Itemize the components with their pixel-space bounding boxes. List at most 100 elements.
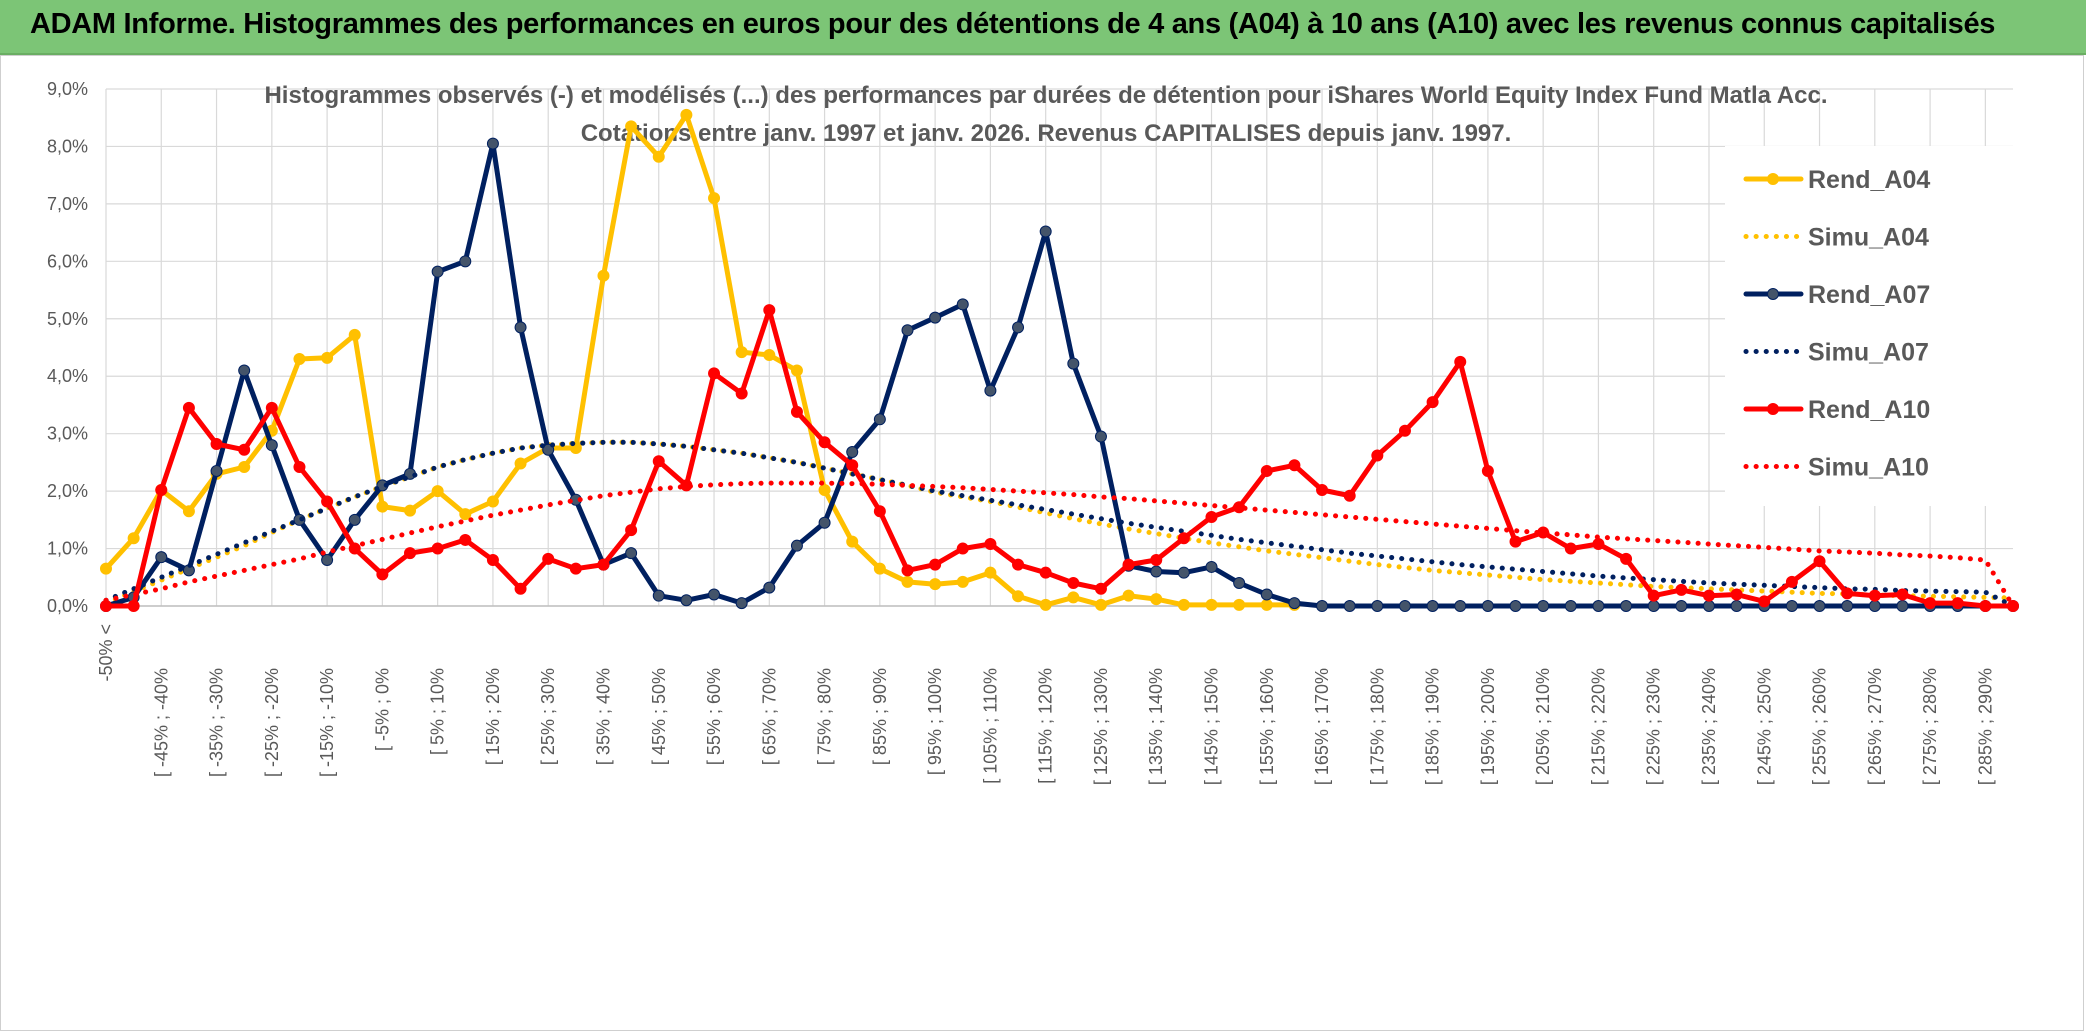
y-tick-label: 5,0% — [47, 309, 88, 329]
x-tick-label: [ 285% ; 290% — [1975, 668, 1995, 785]
data-point — [1288, 459, 1301, 472]
data-point — [901, 575, 914, 588]
data-point — [1620, 552, 1633, 565]
data-point — [542, 552, 555, 565]
data-point — [321, 495, 334, 508]
data-point — [1260, 588, 1273, 601]
data-point — [431, 485, 444, 498]
data-point — [1509, 535, 1522, 548]
data-point — [625, 547, 638, 560]
data-point — [1730, 600, 1743, 612]
legend-label: Rend_A07 — [1808, 281, 1930, 309]
x-tick-label: [ 155% ; 160% — [1257, 668, 1277, 785]
data-point — [210, 438, 223, 451]
legend-item: Simu_A04 — [1743, 224, 1929, 252]
data-point — [708, 367, 721, 380]
data-point — [514, 457, 527, 470]
data-point — [293, 352, 306, 365]
series-line — [103, 141, 2016, 609]
data-point — [597, 269, 610, 282]
data-point — [1537, 600, 1550, 612]
data-point — [1785, 600, 1798, 612]
data-point — [1012, 321, 1025, 334]
x-tick-label: [ 125% ; 130% — [1091, 668, 1111, 785]
data-point — [321, 351, 334, 364]
data-point — [155, 551, 168, 564]
data-point — [265, 401, 278, 414]
y-tick-label: 0,0% — [47, 596, 88, 616]
data-point — [1841, 600, 1854, 612]
data-point — [735, 387, 748, 400]
data-point — [1454, 600, 1467, 612]
x-tick-label: [ 35% ; 40% — [593, 668, 613, 765]
data-point — [431, 265, 444, 278]
data-point — [1177, 566, 1190, 579]
legend-marker — [1767, 288, 1779, 300]
data-point — [1122, 558, 1135, 571]
legend-label: Rend_A10 — [1808, 396, 1930, 424]
data-point — [1979, 600, 1992, 612]
x-tick-label: [ 175% ; 180% — [1367, 668, 1387, 785]
data-point — [404, 547, 417, 560]
y-tick-label: 6,0% — [47, 251, 88, 271]
data-point — [348, 513, 361, 526]
data-point — [901, 324, 914, 337]
data-point — [873, 413, 886, 426]
data-point — [1398, 424, 1411, 437]
data-point — [459, 255, 472, 268]
x-tick-label: [ 45% ; 50% — [649, 668, 669, 765]
x-tick-label: [ 275% ; 280% — [1920, 668, 1940, 785]
data-point — [1233, 598, 1246, 611]
data-point — [1675, 600, 1688, 612]
data-point — [486, 554, 499, 567]
data-point — [293, 460, 306, 473]
series-rend-a10 — [100, 304, 2019, 612]
data-point — [1868, 600, 1881, 612]
y-tick-label: 2,0% — [47, 481, 88, 501]
data-point — [1150, 554, 1163, 567]
report-banner: ADAM Informe. Histogrammes des performan… — [0, 0, 2086, 55]
histogram-chart: Histogrammes observés (-) et modélisés (… — [47, 79, 2019, 785]
x-tick-label: [ 195% ; 200% — [1478, 668, 1498, 785]
data-point — [984, 384, 997, 397]
data-point — [625, 524, 638, 537]
data-point — [459, 533, 472, 546]
legend-label: Simu_A10 — [1808, 454, 1929, 482]
series-layer — [100, 108, 2019, 612]
x-tick-label: [ 25% ; 30% — [538, 668, 558, 765]
data-point — [1150, 565, 1163, 578]
data-point — [100, 562, 112, 575]
data-point — [984, 537, 997, 550]
data-point — [1288, 597, 1301, 610]
data-point — [1730, 588, 1743, 601]
y-tick-label: 4,0% — [47, 366, 88, 386]
data-point — [1426, 396, 1439, 409]
data-point — [1813, 555, 1826, 568]
data-point — [1620, 600, 1633, 612]
legend-marker — [1767, 403, 1779, 415]
data-point — [680, 594, 693, 607]
series-simu-a10 — [103, 480, 2016, 609]
data-point — [763, 304, 776, 317]
x-tick-label: [ 105% ; 110% — [980, 668, 1000, 784]
data-point — [1398, 600, 1411, 612]
data-point — [1067, 577, 1080, 590]
series-line — [103, 439, 2016, 609]
data-point — [238, 443, 251, 456]
data-point — [1592, 600, 1605, 612]
chart-frame: Histogrammes observés (-) et modélisés (… — [0, 55, 2084, 1031]
series-simu-a07 — [103, 439, 2016, 609]
data-point — [1177, 532, 1190, 545]
chart-legend: Rend_A04 Simu_A04 Rend_A07 Simu_A07 Rend_A10… — [1725, 146, 2013, 506]
data-point — [1896, 600, 1909, 612]
data-point — [818, 516, 831, 529]
data-point — [1702, 600, 1715, 612]
data-point — [1758, 595, 1771, 608]
data-point — [929, 311, 942, 324]
x-axis: -50% < [ -45% ; -40% [ -35% ; -30% [ -25% ;… — [96, 624, 1995, 785]
data-point — [1012, 558, 1025, 571]
data-point — [1371, 449, 1384, 462]
data-point — [1371, 600, 1384, 612]
data-point — [1260, 598, 1273, 611]
data-point — [1039, 566, 1052, 579]
